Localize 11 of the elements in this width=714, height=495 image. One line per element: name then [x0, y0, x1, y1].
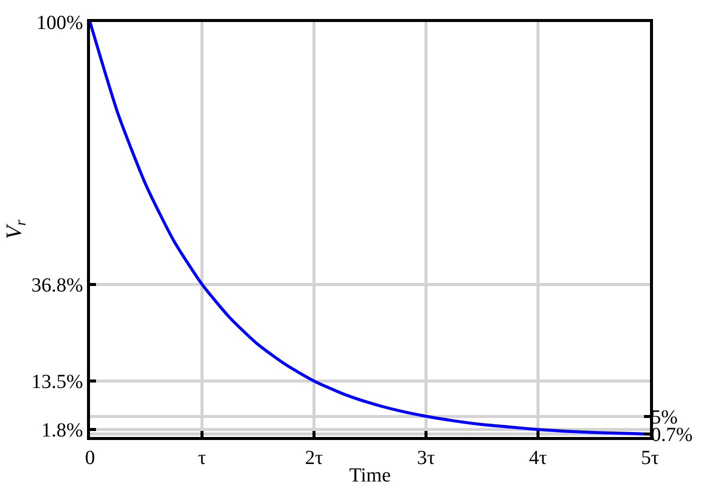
x-tick-label: 5τ [640, 447, 660, 469]
x-axis-title: Time [349, 464, 391, 486]
y-tick-label: 36.8% [31, 274, 83, 296]
x-tick-label: 3τ [416, 447, 436, 469]
x-tick-label: 0 [85, 447, 95, 469]
x-tick-label: τ [198, 447, 206, 469]
x-tick-label: 2τ [304, 447, 324, 469]
y-tick-label: 1.8% [41, 420, 83, 442]
y-tick-label: 13.5% [31, 370, 83, 393]
x-tick-label: 4τ [528, 447, 548, 469]
y-tick-label: 100% [36, 12, 83, 34]
